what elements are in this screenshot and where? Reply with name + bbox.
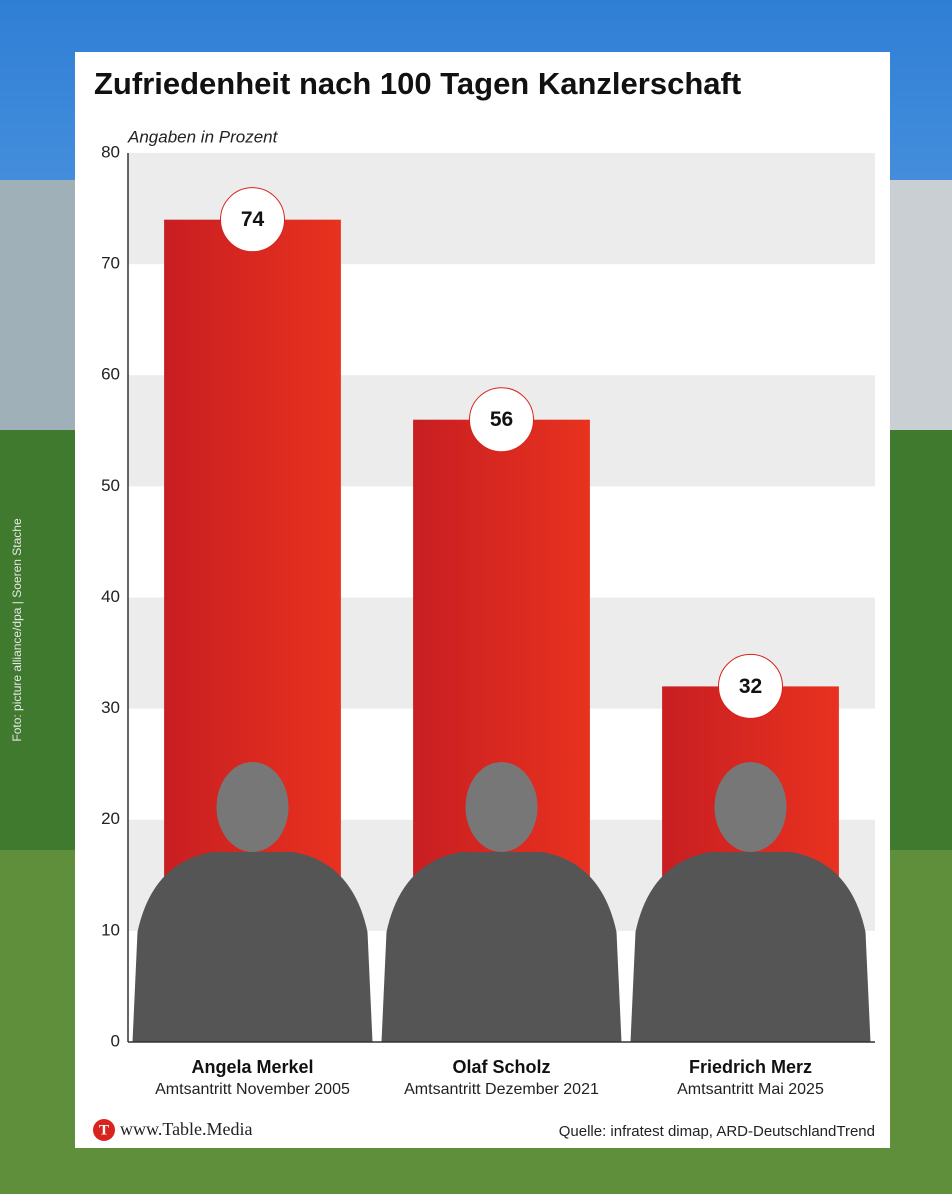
value-label: 74 [241,208,265,231]
value-label: 32 [739,675,762,698]
x-tick-sublabel: Amtsantritt Mai 2025 [677,1081,824,1098]
y-tick-label: 10 [101,920,120,939]
x-tick-label: Angela Merkel [191,1057,313,1077]
x-tick-label: Olaf Scholz [452,1057,550,1077]
photo-credit: Foto: picture alliance/dpa | Soeren Stac… [10,518,24,742]
plot: 0 10 20 30 40 50 60 70 80 74 Angela Merkel Amtsantr… [101,142,875,1098]
value-label-bg [469,387,534,453]
x-tick-sublabel: Amtsantritt November 2005 [155,1081,350,1098]
y-tick-label: 40 [101,587,120,606]
value-label: 56 [490,408,513,431]
y-tick-label: 30 [101,698,120,717]
y-tick-label: 60 [101,365,120,384]
x-tick-label: Friedrich Merz [689,1057,812,1077]
y-tick-label: 80 [101,142,120,161]
chart-subtitle: Angaben in Prozent [127,127,279,146]
person-head [216,762,289,852]
x-tick-sublabel: Amtsantritt Dezember 2021 [404,1081,599,1098]
value-label-bg [220,187,285,253]
website: www.Table.Media [120,1119,253,1139]
person-silhouette [132,852,373,1042]
person-silhouette [381,852,622,1042]
logo-letter: T [99,1122,109,1138]
person-head [714,762,787,852]
logo [93,1119,115,1141]
y-tick-label: 70 [101,254,120,273]
person-silhouette [630,852,871,1042]
value-label-bg [718,653,783,719]
y-tick-label: 0 [111,1031,120,1050]
y-tick-label: 20 [101,809,120,828]
source: Quelle: infratest dimap, ARD-Deutschland… [559,1123,875,1140]
y-tick-label: 50 [101,476,120,495]
person-head [465,762,538,852]
chart-title: Zufriedenheit nach 100 Tagen Kanzlerscha… [94,66,741,101]
